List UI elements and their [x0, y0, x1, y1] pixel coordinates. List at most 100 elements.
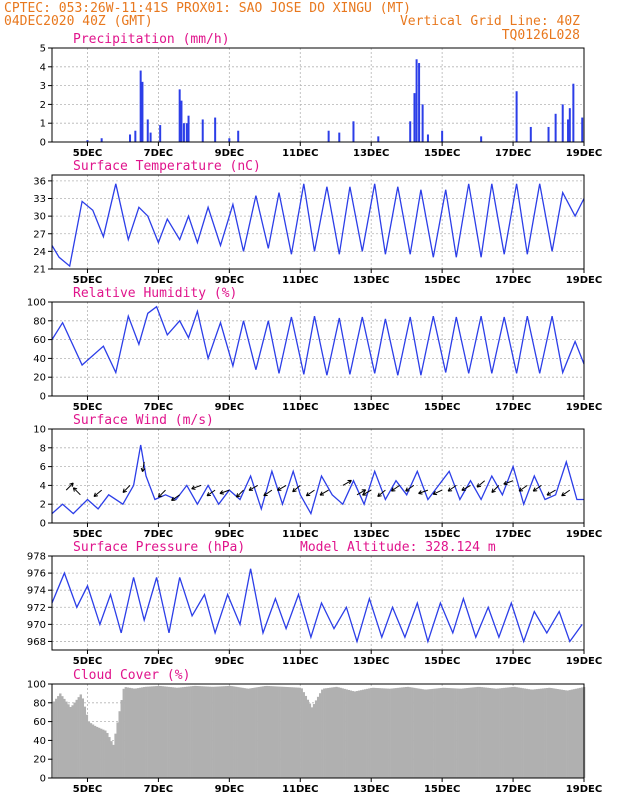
humidity-y-tick-label: 20: [33, 373, 46, 384]
cloud-cover-bar: [548, 687, 551, 778]
cloud-cover-bar: [392, 688, 396, 778]
cloud-cover-bar: [396, 687, 400, 778]
cloud-cover-bar: [149, 686, 152, 778]
cloud-cover-bar: [290, 687, 293, 778]
cloud-cover-bar: [488, 688, 492, 778]
cloud-cover-bar: [194, 685, 197, 778]
cloud-cover-bar: [347, 689, 350, 778]
pressure-y-tick-label: 976: [27, 569, 46, 580]
wind-panel: Surface Wind (m/s) 0 2 4 6 8 10 5DEC 7DEC 9DEC 11D…: [33, 413, 602, 540]
wind-vector-arrow: [263, 489, 273, 497]
cloud-x-tick-label: 13DEC: [353, 784, 389, 795]
precip-bar: [139, 70, 142, 142]
cloud-cover-bar: [497, 688, 500, 778]
cloud-cover-bar: [136, 688, 140, 778]
precip-bar: [480, 136, 483, 142]
cloud-cover-bar: [55, 698, 58, 778]
header: CPTEC: 053:26W-11:41S PROX01: SAO JOSE D…: [4, 1, 580, 43]
cloud-cover-bar: [376, 688, 379, 778]
cloud-cover-bar: [437, 688, 441, 778]
cloud-cover-bar: [65, 701, 68, 778]
wind-y-tick-label: 8: [40, 443, 46, 454]
cloud-cover-bar: [116, 722, 119, 778]
humidity-y-tick-label: 40: [33, 354, 46, 365]
humidity-panel: Relative Humidity (%) 0 20 40 60 80 100 5DEC 7DE…: [27, 286, 602, 413]
cloud-cover-bar: [296, 687, 299, 778]
cloud-y-tick-label: 40: [33, 736, 46, 747]
cloud-cover-bar: [562, 689, 565, 778]
cloud-x-tick-label: 5DEC: [73, 784, 102, 795]
cloud-cover-bar: [306, 699, 310, 778]
cloud-cover-bar: [155, 686, 158, 778]
cloud-cover-bar: [314, 700, 318, 778]
precip-bar: [418, 63, 421, 142]
cloud-cover-bar: [179, 687, 183, 778]
cloud-cover-bar: [327, 687, 330, 778]
precip-bar: [201, 119, 204, 142]
precip-bar: [421, 104, 424, 142]
cloud-cover-bar: [93, 725, 97, 778]
cloud-cover-bar: [357, 690, 361, 778]
cloud-cover-bar: [406, 686, 410, 778]
wind-vector-arrow: [390, 484, 400, 492]
cloud-cover-bar: [57, 696, 60, 778]
cloud-cover-bar: [339, 687, 342, 778]
cloud-cover-bar: [480, 687, 483, 778]
cloud-cover-bar: [501, 688, 504, 778]
wind-frame: [51, 428, 585, 524]
cloud-cover-bar: [429, 689, 432, 778]
humidity-title: Relative Humidity (%): [73, 286, 237, 301]
cloud-x-tick-label: 7DEC: [144, 784, 173, 795]
cloud-cover-bar: [472, 687, 475, 778]
pressure-x-tick-label: 5DEC: [73, 656, 102, 667]
cloud-cover-bar: [572, 689, 576, 778]
cloud-cover-bar: [462, 688, 465, 778]
cloud-cover-bar: [157, 685, 160, 778]
cloud-cover-bar: [218, 686, 222, 778]
humidity-x-tick-label: 17DEC: [495, 402, 531, 413]
cloud-cover-bar: [386, 688, 389, 778]
cloud-cover-bar: [484, 687, 488, 778]
cloud-cover-bar: [423, 689, 426, 778]
cloud-cover-bar: [535, 689, 539, 778]
cloud-cover-bar: [171, 687, 175, 778]
cloud-cover-bar: [550, 688, 553, 778]
wind-line: [51, 444, 584, 516]
cloud-cover-bar: [132, 688, 136, 778]
cloud-panel: Cloud Cover (%) 0 20 40 60 80 100 5DEC 7DEC 9DEC 1…: [27, 668, 602, 795]
wind-y-tick-label: 6: [40, 462, 46, 473]
cloud-cover-bar: [474, 687, 477, 778]
humidity-x-tick-label: 5DEC: [73, 402, 102, 413]
wind-vector-arrow: [476, 480, 486, 488]
humidity-y-tick-label: 80: [33, 316, 46, 327]
cloud-cover-bar: [75, 699, 78, 778]
temperature-x-tick-label: 19DEC: [566, 275, 602, 286]
cloud-cover-bar: [273, 686, 277, 778]
cloud-cover-bar: [476, 686, 479, 778]
precip-bar: [100, 138, 103, 142]
precip-bar: [426, 134, 429, 142]
cloud-cover-bar: [71, 705, 74, 778]
cloud-cover-bar: [192, 686, 195, 778]
humidity-x-tick-label: 19DEC: [566, 402, 602, 413]
precip-bar: [149, 132, 152, 142]
cloud-cover-bar: [292, 687, 295, 778]
cloud-cover-bar: [349, 690, 353, 778]
pressure-x-tick-label: 15DEC: [424, 656, 460, 667]
humidity-y-tick-label: 60: [33, 335, 46, 346]
cloud-cover-bar: [574, 688, 578, 778]
precip-bar: [327, 130, 330, 142]
pressure-x-tick-label: 11DEC: [282, 656, 318, 667]
cloud-cover-bar: [325, 688, 328, 778]
cloud-cover-bar: [321, 689, 324, 778]
cloud-cover-bar: [226, 686, 230, 778]
precip-bar: [581, 117, 584, 142]
cloud-cover-bar: [91, 724, 95, 778]
precip-bar: [352, 121, 355, 142]
cloud-cover-bar: [425, 689, 428, 778]
cloud-cover-bar: [249, 688, 252, 778]
cloud-cover-bar: [382, 688, 385, 778]
cloud-cover-bar: [417, 688, 420, 778]
cloud-cover-bar: [233, 686, 236, 778]
wind-vector-arrow: [157, 489, 166, 498]
